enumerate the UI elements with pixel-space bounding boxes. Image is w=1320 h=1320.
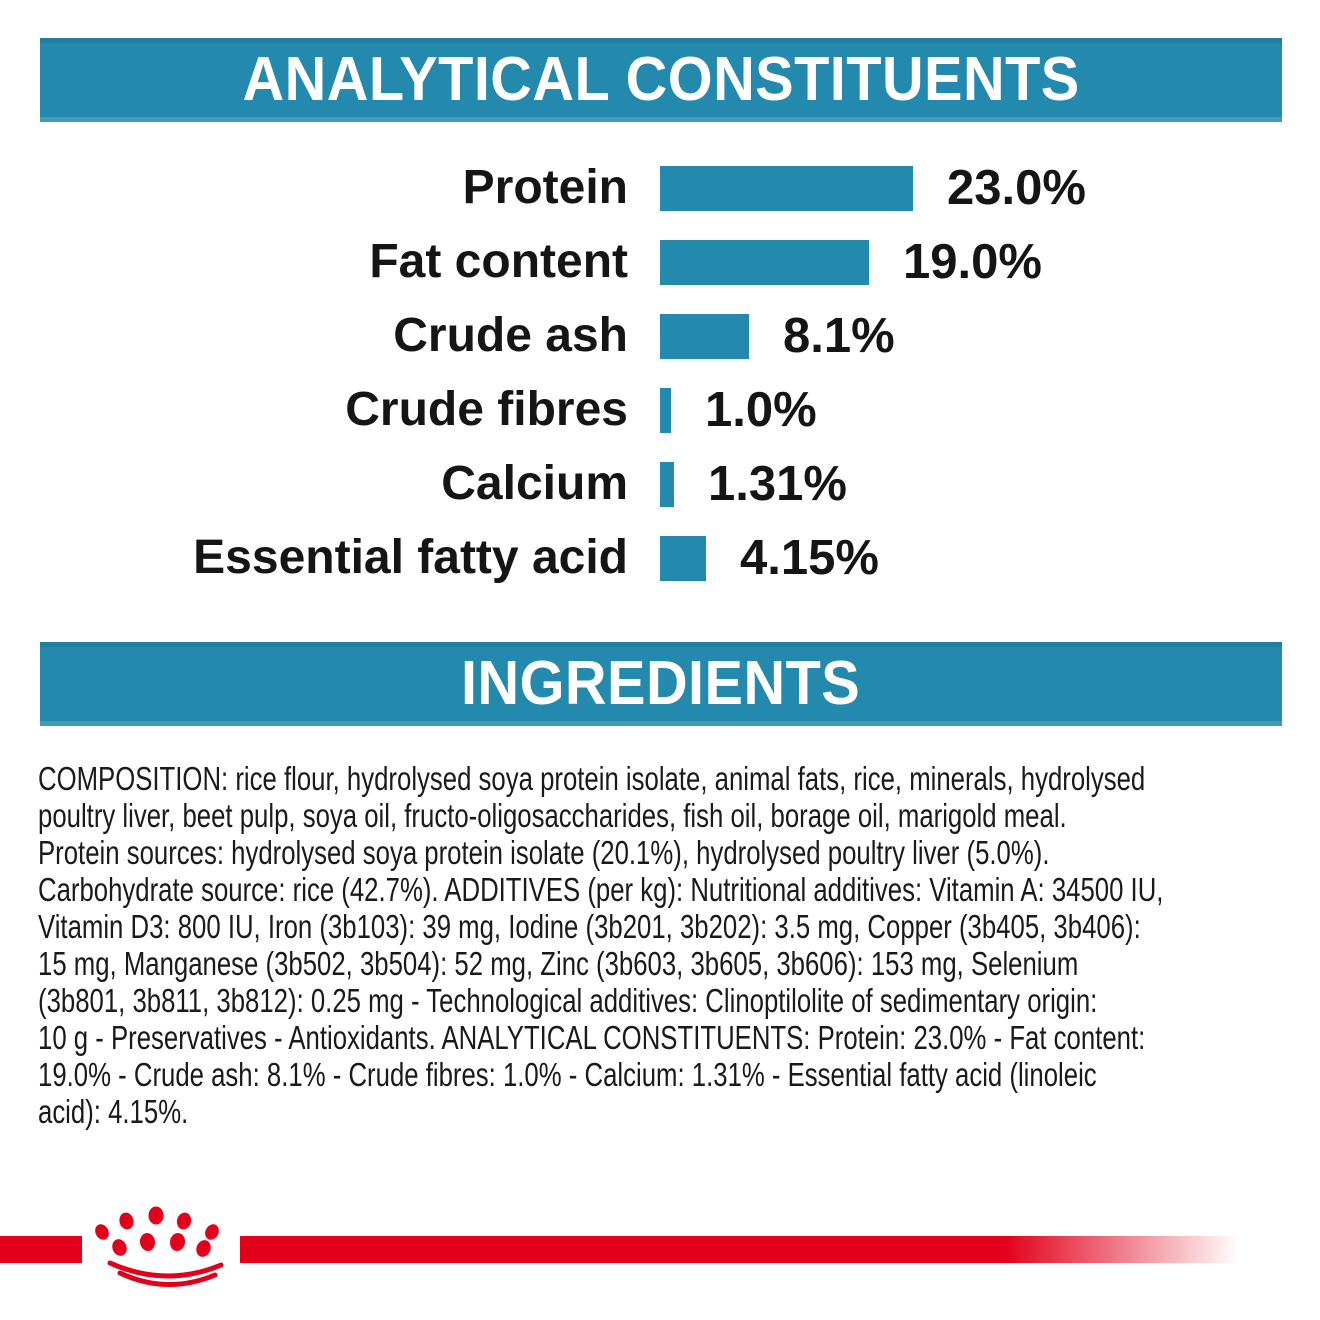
- chart-category-label: Protein: [462, 161, 628, 214]
- chart-category-label: Crude fibres: [345, 383, 628, 436]
- chart-bar: [660, 461, 674, 507]
- composition-text-block: COMPOSITION: rice flour, hydrolysed soya…: [38, 760, 1320, 1130]
- composition-line: acid): 4.15%.: [38, 1093, 189, 1130]
- chart-bar: [660, 535, 706, 581]
- chart-row-crude-ash: Crude ash 8.1%: [0, 299, 1320, 373]
- composition-line: COMPOSITION: rice flour, hydrolysed soya…: [38, 760, 1146, 797]
- chart-row-fat-content: Fat content 19.0%: [0, 225, 1320, 299]
- chart-value-label: 1.0%: [705, 382, 817, 437]
- chart-row-calcium: Calcium 1.31%: [0, 447, 1320, 521]
- chart-row-protein: Protein 23.0%: [0, 151, 1320, 225]
- analytical-constituents-header: ANALYTICAL CONSTITUENTS: [40, 38, 1282, 122]
- chart-bar: [660, 313, 749, 359]
- ingredients-title: INGREDIENTS: [461, 649, 861, 718]
- royal-canin-crown-icon: [95, 1206, 224, 1288]
- composition-line: (3b801, 3b811, 3b812): 0.25 mg - Technol…: [38, 982, 1098, 1019]
- chart-category-label: Calcium: [441, 457, 628, 510]
- composition-line: 19.0% - Crude ash: 8.1% - Crude fibres: …: [38, 1056, 1097, 1093]
- chart-row-crude-fibres: Crude fibres 1.0%: [0, 373, 1320, 447]
- chart-bar: [660, 387, 671, 433]
- chart-category-label: Fat content: [369, 235, 628, 288]
- analytical-constituents-title: ANALYTICAL CONSTITUENTS: [242, 45, 1080, 114]
- composition-line: Protein sources: hydrolysed soya protein…: [38, 834, 1050, 871]
- composition-line: 15 mg, Manganese (3b502, 3b504): 52 mg, …: [38, 945, 1079, 982]
- chart-row-essential-fatty-acid: Essential fatty acid 4.15%: [0, 521, 1320, 595]
- chart-category-label: Crude ash: [393, 309, 628, 362]
- composition-line: Vitamin D3: 800 IU, Iron (3b103): 39 mg,…: [38, 908, 1141, 945]
- chart-bar: [660, 165, 913, 211]
- chart-value-label: 4.15%: [740, 530, 879, 585]
- analytical-constituents-chart: Protein 23.0% Fat content 19.0% Crude as…: [0, 151, 1320, 595]
- chart-value-label: 23.0%: [947, 160, 1086, 215]
- composition-line: 10 g - Preservatives - Antioxidants. ANA…: [38, 1019, 1146, 1056]
- chart-value-label: 19.0%: [903, 234, 1042, 289]
- chart-value-label: 8.1%: [783, 308, 895, 363]
- ingredients-header: INGREDIENTS: [40, 642, 1282, 726]
- chart-category-label: Essential fatty acid: [193, 531, 628, 584]
- composition-line: poultry liver, beet pulp, soya oil, fruc…: [38, 797, 1067, 834]
- chart-value-label: 1.31%: [708, 456, 847, 511]
- chart-bar: [660, 239, 869, 285]
- composition-line: Carbohydrate source: rice (42.7%). ADDIT…: [38, 871, 1164, 908]
